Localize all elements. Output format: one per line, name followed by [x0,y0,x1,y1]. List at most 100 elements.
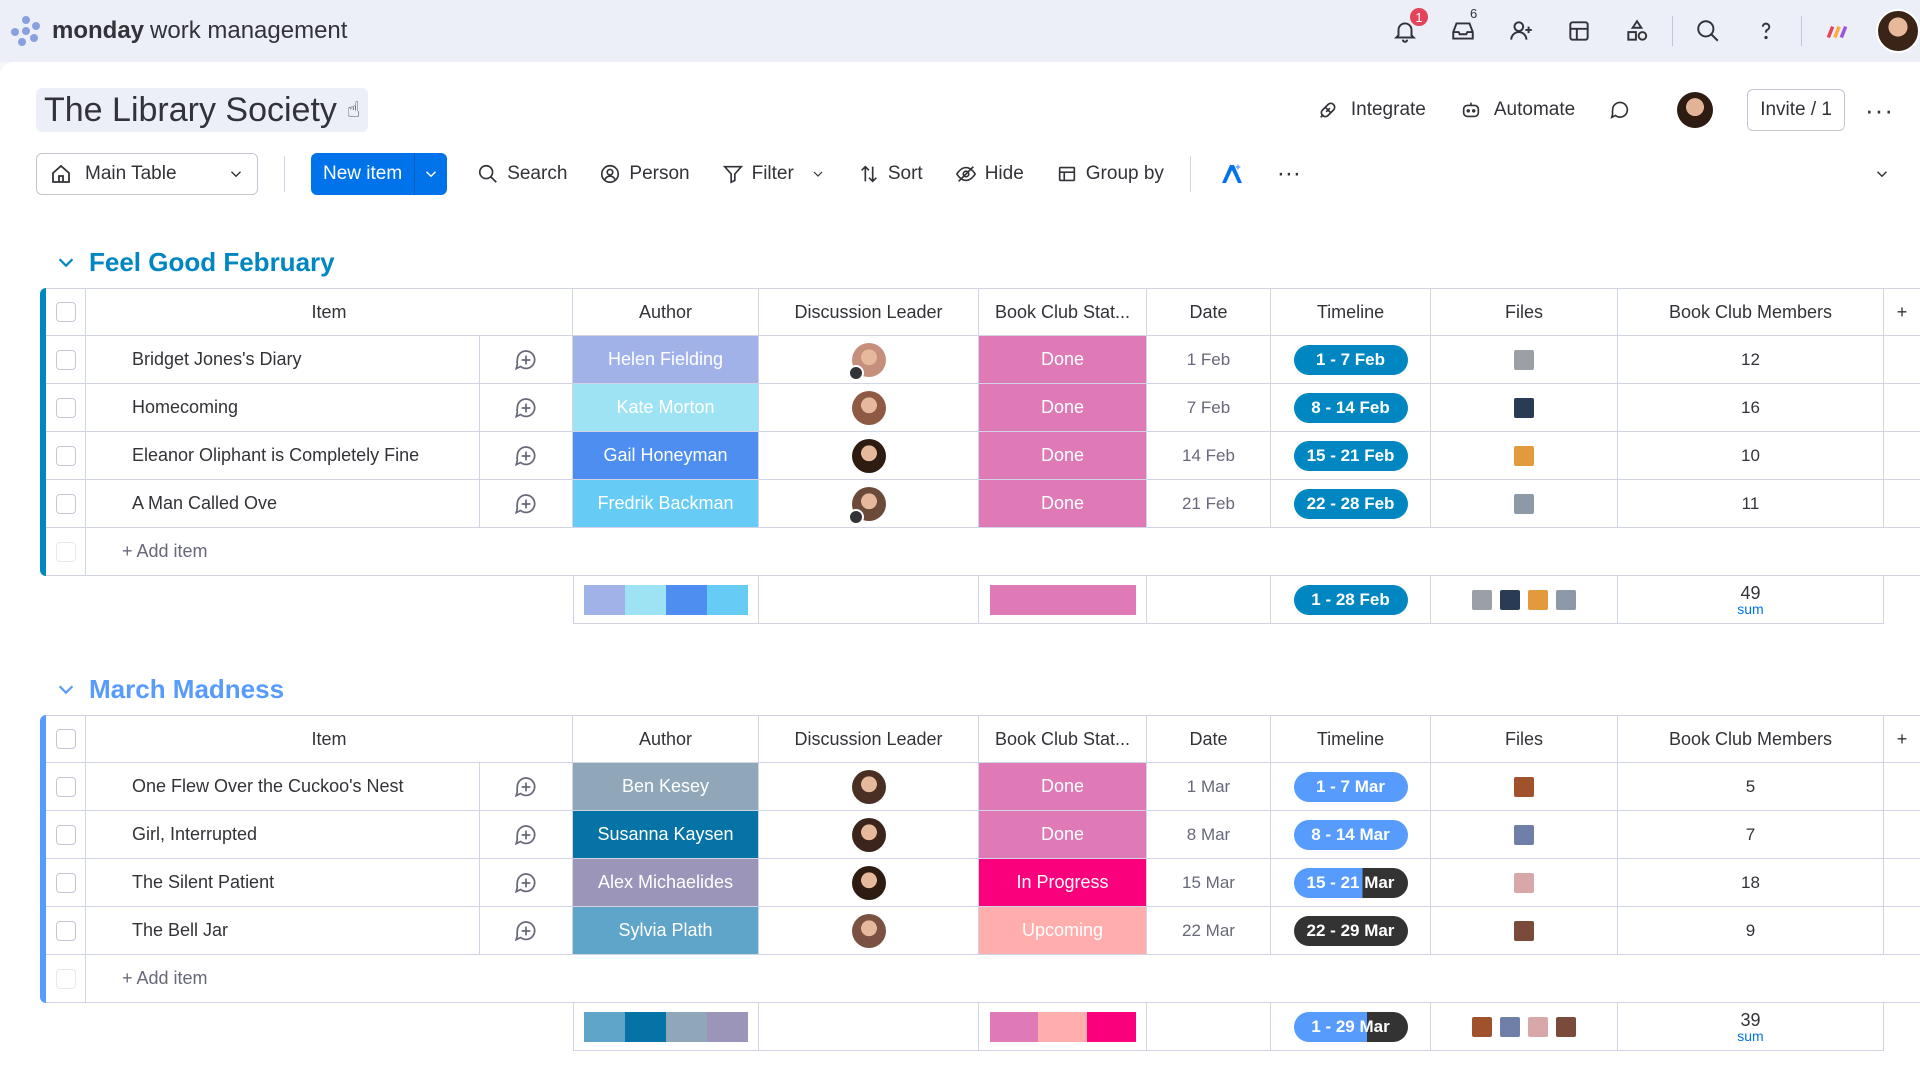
item-name[interactable]: Bridget Jones's Diary [132,349,302,369]
author-summary-cell[interactable] [573,576,759,624]
table-row[interactable]: One Flew Over the Cuckoo's Nest Ben Kesey… [40,763,1920,811]
group-title[interactable]: March Madness [89,673,285,704]
timeline-cell[interactable]: 15 - 21 Mar [1271,859,1431,907]
discussion-leader-cell[interactable] [759,859,979,907]
author-cell[interactable]: Gail Honeyman [573,432,759,480]
timeline-summary-cell[interactable]: 1 - 29 Mar [1271,1003,1431,1051]
add-update-icon[interactable] [513,822,539,848]
item-name[interactable]: One Flew Over the Cuckoo's Nest [132,776,404,796]
add-update-cell[interactable] [479,480,573,528]
help-button[interactable] [1737,0,1795,62]
item-name[interactable]: The Bell Jar [132,920,229,940]
files-cell[interactable] [1431,432,1618,480]
item-name[interactable]: A Man Called Ove [132,493,278,513]
board-member-avatar[interactable] [1677,92,1714,128]
column-header-status[interactable]: Book Club Stat... [979,288,1147,336]
item-name-cell[interactable]: Homecoming [86,384,479,432]
column-header-author[interactable]: Author [573,715,759,763]
sum-label[interactable]: sum [1737,600,1764,617]
author-distribution-bar[interactable] [584,584,748,615]
file-thumbnail[interactable] [1556,1016,1576,1037]
column-header-members[interactable]: Book Club Members [1618,715,1884,763]
add-update-icon[interactable] [513,443,539,469]
timeline-pill[interactable]: 22 - 28 Feb [1293,488,1408,519]
automate-button[interactable]: Automate [1460,99,1575,121]
item-name[interactable]: The Silent Patient [132,872,275,892]
status-cell[interactable]: Done [979,763,1147,811]
timeline-cell[interactable]: 22 - 28 Feb [1271,480,1431,528]
timeline-cell[interactable]: 8 - 14 Feb [1271,384,1431,432]
row-checkbox-cell[interactable] [46,907,86,955]
members-cell[interactable]: 7 [1618,811,1884,859]
status-cell[interactable]: Done [979,384,1147,432]
sort-button[interactable]: Sort [858,163,923,185]
item-name-cell[interactable]: A Man Called Ove [86,480,479,528]
timeline-pill[interactable]: 15 - 21 Feb [1293,440,1408,471]
members-cell[interactable]: 9 [1618,907,1884,955]
author-cell[interactable]: Ben Kesey [573,763,759,811]
board-title-container[interactable]: The Library Society ☝ [36,88,369,132]
author-summary-cell[interactable] [573,1003,759,1051]
status-summary-cell[interactable] [979,1003,1147,1051]
discussion-leader-avatar[interactable] [851,438,886,473]
add-update-cell[interactable] [479,432,573,480]
item-name[interactable]: Eleanor Oliphant is Completely Fine [132,445,420,465]
discussion-leader-cell[interactable] [759,336,979,384]
status-distribution-bar[interactable] [989,584,1136,615]
members-cell[interactable]: 16 [1618,384,1884,432]
discussion-leader-avatar[interactable] [847,486,886,525]
hide-button[interactable]: Hide [955,163,1024,185]
new-item-label[interactable]: New item [323,163,403,184]
row-checkbox[interactable] [55,776,76,797]
board-title[interactable]: The Library Society [44,90,337,129]
timeline-cell[interactable]: 1 - 7 Mar [1271,763,1431,811]
files-cell[interactable] [1431,336,1618,384]
author-distribution-bar[interactable] [584,1011,748,1042]
files-cell[interactable] [1431,811,1618,859]
author-cell[interactable]: Kate Morton [573,384,759,432]
discussion-leader-avatar[interactable] [851,769,886,804]
timeline-pill[interactable]: 1 - 7 Mar [1293,771,1408,802]
files-cell[interactable] [1431,907,1618,955]
marketplace-button[interactable] [1550,0,1608,62]
members-cell[interactable]: 12 [1618,336,1884,384]
add-update-icon[interactable] [513,491,539,517]
column-header-item[interactable]: Item [86,288,573,336]
discussion-leader-avatar[interactable] [851,817,886,852]
members-cell[interactable]: 18 [1618,859,1884,907]
select-all-checkbox[interactable] [55,302,76,322]
chevron-down-icon[interactable] [55,678,77,700]
author-cell[interactable]: Fredrik Backman [573,480,759,528]
members-cell[interactable]: 10 [1618,432,1884,480]
author-cell[interactable]: Alex Michaelides [573,859,759,907]
invite-members-button[interactable] [1492,0,1550,62]
discussion-leader-avatar[interactable] [851,865,886,900]
monday-logo[interactable]: monday work management [8,13,347,49]
discussion-leader-cell[interactable] [759,763,979,811]
discussion-leader-cell[interactable] [759,480,979,528]
timeline-pill[interactable]: 15 - 21 Mar [1293,867,1408,898]
timeline-cell[interactable]: 15 - 21 Feb [1271,432,1431,480]
status-distribution-bar[interactable] [989,1011,1136,1042]
sum-label[interactable]: sum [1737,1027,1764,1044]
files-cell[interactable] [1431,859,1618,907]
add-item-input[interactable]: + Add item [86,528,1920,576]
notifications-button[interactable]: 1 [1376,0,1434,62]
timeline-pill[interactable]: 1 - 7 Feb [1293,344,1408,375]
status-cell[interactable]: Done [979,811,1147,859]
row-checkbox[interactable] [55,397,76,418]
search-tool[interactable]: Search [477,163,567,185]
add-update-icon[interactable] [513,347,539,373]
search-button[interactable] [1679,0,1737,62]
table-row[interactable]: Girl, Interrupted Susanna Kaysen Done 8 Mar… [40,811,1920,859]
timeline-pill[interactable]: 22 - 29 Mar [1293,915,1408,946]
file-thumbnail[interactable] [1514,824,1534,845]
timeline-summary-pill[interactable]: 1 - 29 Mar [1293,1011,1408,1042]
discussion-leader-cell[interactable] [759,432,979,480]
discussion-leader-cell[interactable] [759,384,979,432]
file-thumbnail[interactable] [1472,1016,1492,1037]
select-all-checkbox[interactable] [55,729,76,749]
members-summary-cell[interactable]: 39 sum [1618,1003,1884,1051]
files-summary-cell[interactable] [1431,1003,1618,1051]
row-checkbox[interactable] [55,349,76,370]
